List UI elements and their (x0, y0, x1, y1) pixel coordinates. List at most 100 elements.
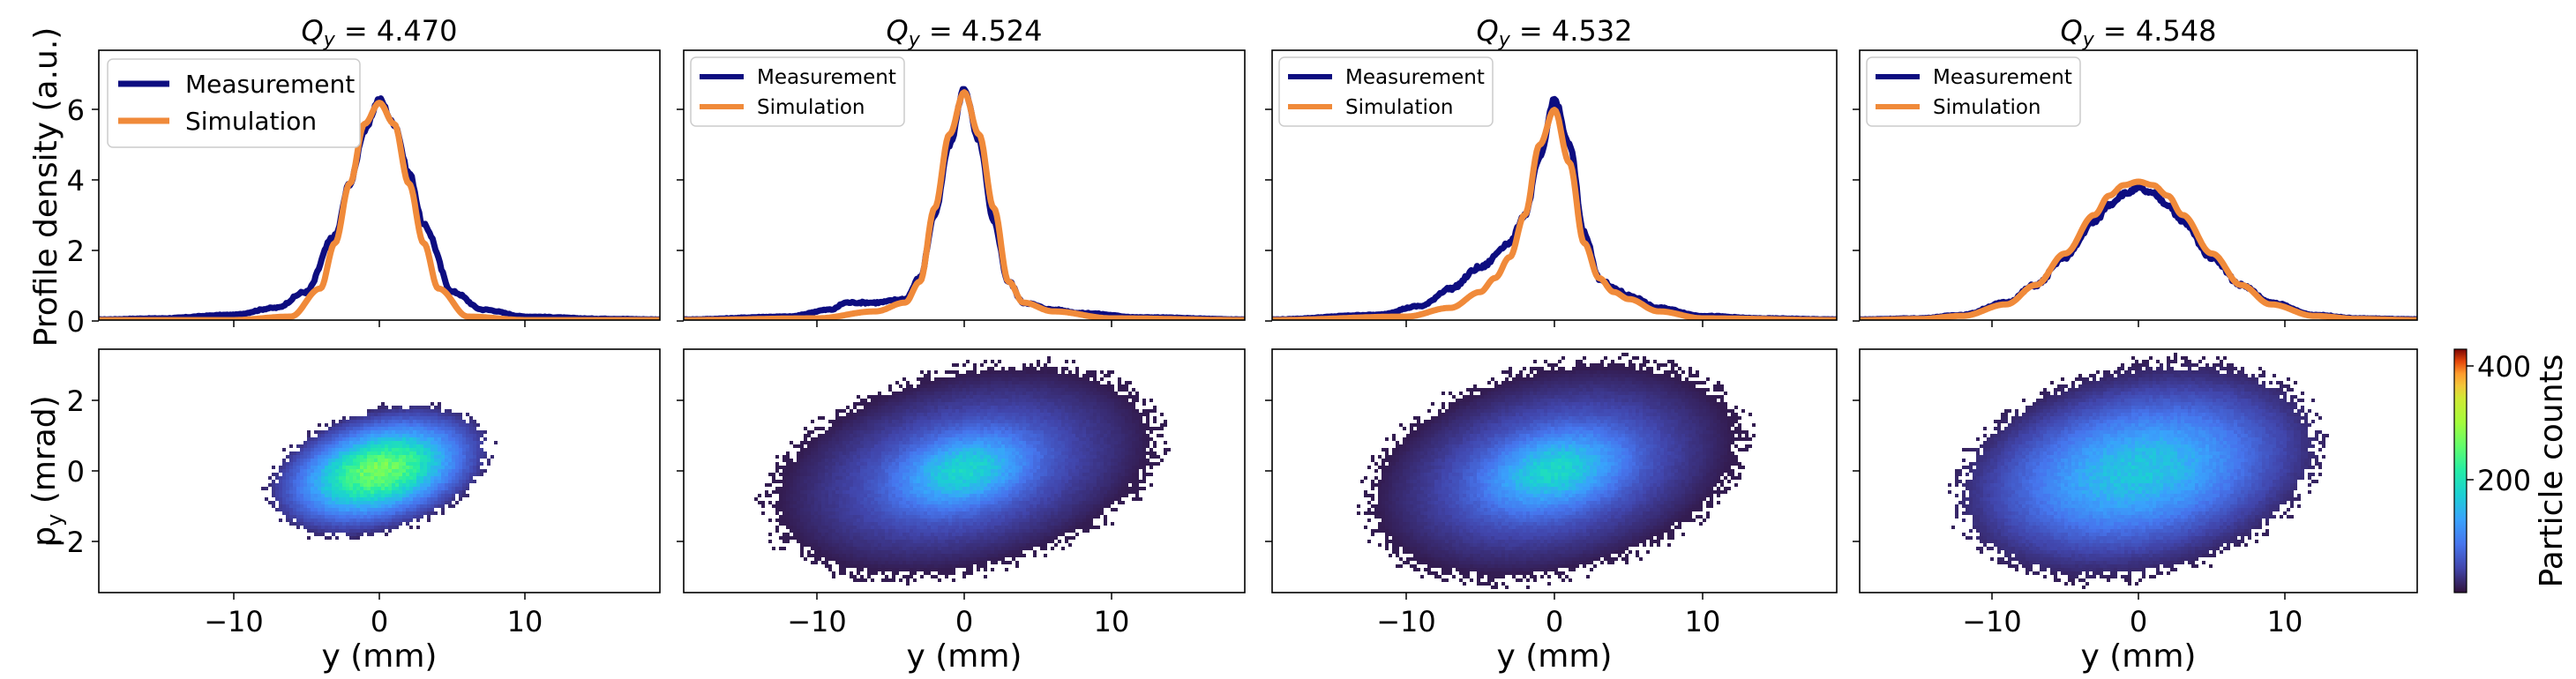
heatmap-cell (955, 476, 959, 480)
heatmap-cell (371, 413, 374, 416)
heatmap-cell (864, 423, 867, 427)
heatmap-cell (328, 455, 332, 459)
heatmap-cell (1068, 388, 1072, 392)
heatmap-cell (395, 448, 399, 451)
heatmap-cell (1015, 480, 1019, 483)
heatmap-cell (938, 444, 941, 448)
heatmap-cell (1001, 455, 1005, 459)
heatmap-cell (1086, 388, 1090, 392)
heatmap-cell (1019, 476, 1022, 480)
heatmap-cell (970, 381, 973, 384)
heatmap-cell (1107, 466, 1111, 469)
heatmap-cell (395, 487, 399, 490)
heatmap-cell (934, 455, 938, 459)
heatmap-cell (367, 483, 371, 487)
heatmap-cell (927, 388, 931, 392)
heatmap-cell (272, 494, 275, 497)
heatmap-cell (1079, 459, 1082, 462)
heatmap-cell (934, 384, 938, 388)
heatmap-cell (434, 459, 438, 462)
heatmap-cell (1107, 451, 1111, 455)
heatmap-cell (272, 504, 275, 508)
heatmap-cell (342, 466, 346, 469)
heatmap-cell (1132, 395, 1135, 399)
heatmap-cell (973, 388, 977, 392)
heatmap-cell (917, 427, 920, 430)
heatmap-cell (994, 441, 998, 444)
heatmap-cell (1061, 420, 1065, 423)
heatmap-cell (332, 476, 335, 480)
heatmap-cell (853, 480, 857, 483)
heatmap-cell (1022, 374, 1026, 377)
heatmap-cell (413, 441, 416, 444)
heatmap-cell (303, 466, 307, 469)
heatmap-cell (991, 399, 994, 402)
heatmap-cell (825, 444, 828, 448)
heatmap-cell (825, 469, 828, 473)
heatmap-cell (293, 480, 296, 483)
heatmap-cell (1107, 384, 1111, 388)
heatmap-cell (402, 434, 406, 437)
heatmap-cell (902, 459, 906, 462)
legend-label: Simulation (1345, 96, 1454, 119)
heatmap-cell (1104, 444, 1107, 448)
heatmap-cell (793, 480, 797, 483)
heatmap-cell (402, 466, 406, 469)
heatmap-cell (959, 490, 962, 494)
heatmap-cell (342, 469, 346, 473)
heatmap-cell (765, 494, 768, 497)
heatmap-cell (917, 437, 920, 441)
heatmap-cell (828, 420, 832, 423)
heatmap-cell (825, 487, 828, 490)
heatmap-cell (385, 473, 388, 476)
heatmap-cell (783, 494, 786, 497)
heatmap-cell (790, 473, 793, 476)
heatmap-cell (1075, 444, 1079, 448)
heatmap-cell (480, 451, 483, 455)
heatmap-cell (1146, 423, 1149, 427)
heatmap-cell (1044, 370, 1047, 374)
heatmap-cell (296, 494, 300, 497)
heatmap-cell (1072, 437, 1075, 441)
heatmap-cell (895, 483, 899, 487)
heatmap-cell (1142, 473, 1146, 476)
heatmap-cell (1012, 399, 1015, 402)
heatmap-cell (455, 483, 459, 487)
heatmap-cell (867, 413, 871, 416)
heatmap-cell (1111, 402, 1114, 406)
heatmap-cell (1090, 406, 1093, 409)
heatmap-cell (1146, 437, 1149, 441)
heatmap-cell (906, 476, 910, 480)
heatmap-cell (860, 494, 864, 497)
heatmap-cell (842, 455, 846, 459)
legend-label: Measurement (1345, 66, 1485, 89)
heatmap-cell (980, 451, 984, 455)
heatmap-cell (388, 501, 392, 504)
heatmap-cell (1022, 455, 1026, 459)
heatmap-cell (1090, 459, 1093, 462)
heatmap-cell (445, 409, 448, 413)
heatmap-cell (895, 423, 899, 427)
heatmap-cell (339, 529, 342, 533)
heatmap-cell (994, 494, 998, 497)
y-ticks: 0 2 4 6 (67, 93, 99, 339)
heatmap-cell (895, 416, 899, 420)
heatmap-cell (892, 459, 895, 462)
heatmap-cell (832, 469, 835, 473)
heatmap-cell (356, 511, 360, 515)
heatmap-cell (1072, 427, 1075, 430)
heatmap-cell (353, 494, 356, 497)
heatmap-cell (1040, 444, 1044, 448)
heatmap-cell (842, 476, 846, 480)
heatmap-cell (268, 476, 272, 480)
heatmap-cell (1135, 392, 1139, 395)
heatmap-cell (1068, 469, 1072, 473)
heatmap-cell (279, 497, 282, 501)
heatmap-cell (388, 480, 392, 483)
heatmap-cell (1075, 437, 1079, 441)
heatmap-cell (977, 430, 980, 434)
heatmap-cell (318, 526, 321, 529)
heatmap-cell (1022, 437, 1026, 441)
heatmap-cell (920, 377, 924, 381)
heatmap-cell (1118, 480, 1121, 483)
